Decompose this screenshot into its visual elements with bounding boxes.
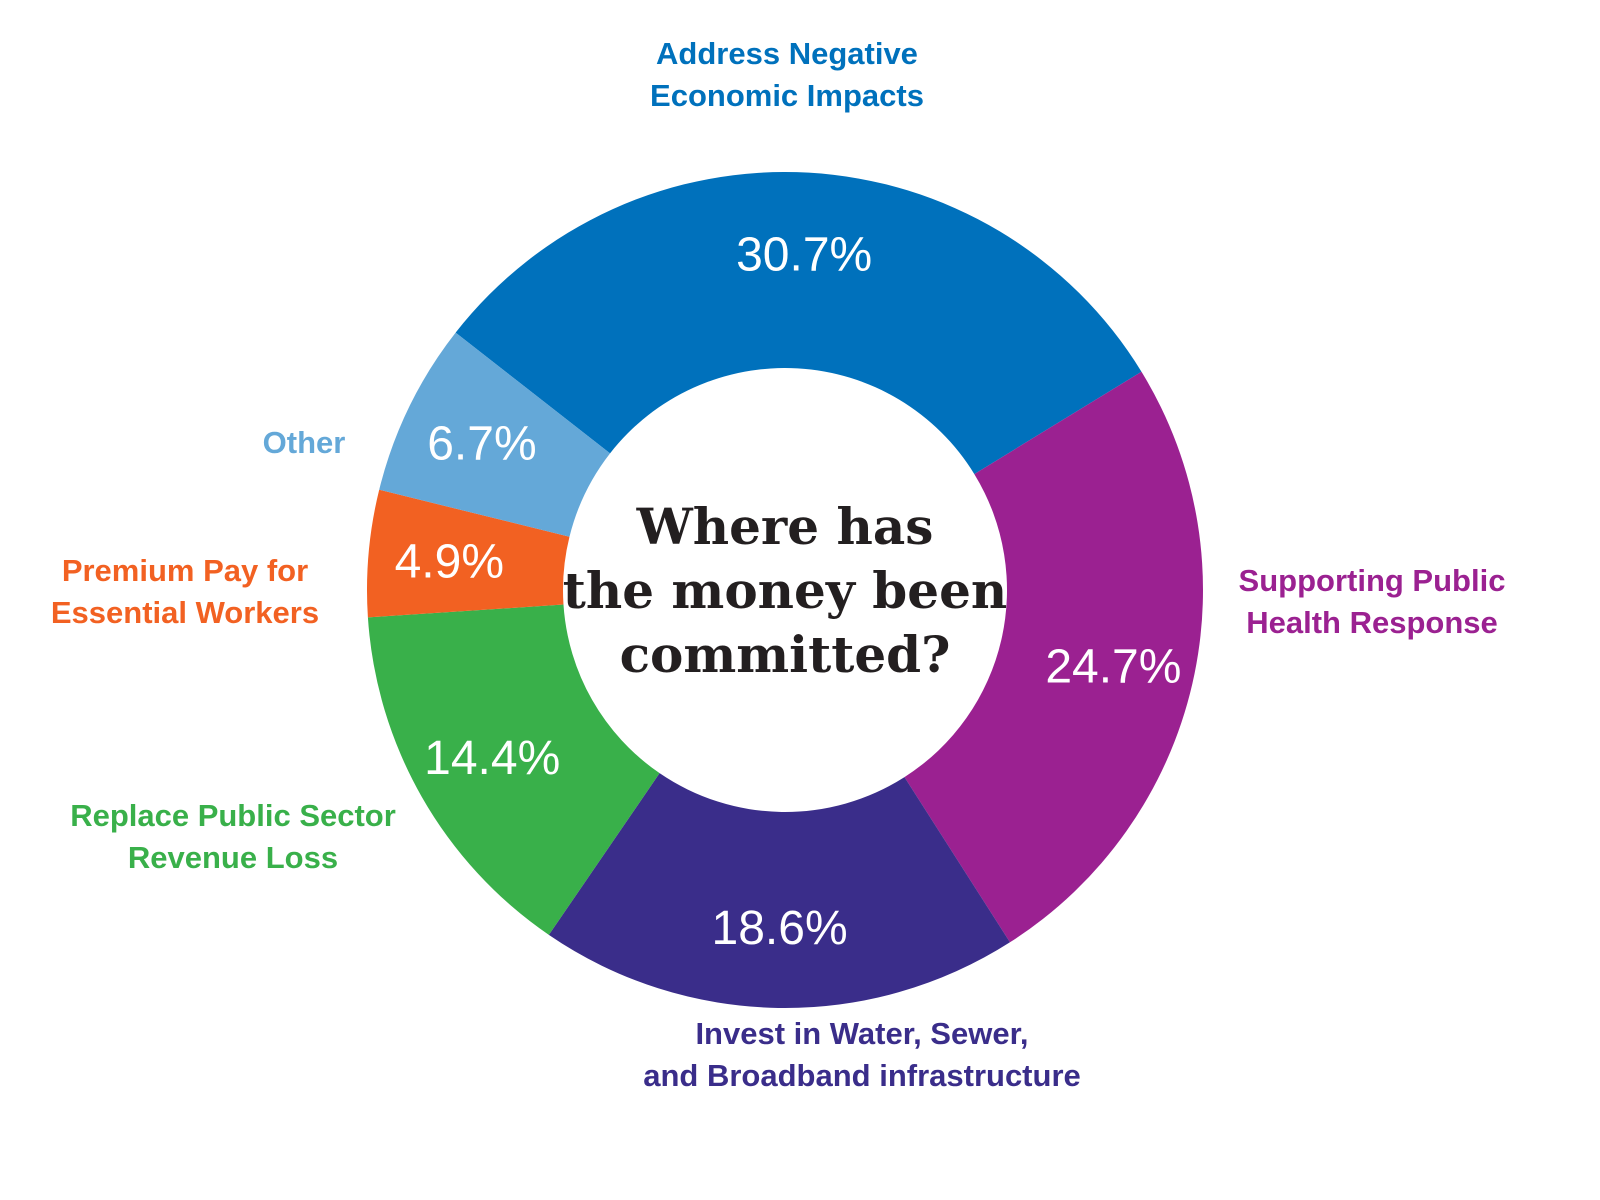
- slice-invest-in-water-sewer-and-broadband-infrastructure: [548, 773, 1010, 1008]
- slice-replace-public-sector-revenue-loss: [367, 604, 660, 935]
- chart-title: Where has the money been committed?: [563, 497, 1007, 684]
- category-labels-group: Address Negative Economic Impacts Supporti…: [51, 36, 1506, 1093]
- category-label-address-negative-economic-impacts: Address Negative Economic Impacts: [650, 36, 924, 113]
- slice-supporting-public-health-response: [904, 371, 1203, 943]
- value-label-supporting-public-health-response: 24.7%: [1045, 641, 1181, 694]
- category-label-replace-public-sector-revenue-loss: Replace Public Sector Revenue Loss: [70, 798, 396, 875]
- value-label-address-negative-economic-impacts: 30.7%: [736, 229, 872, 282]
- slice-other: [379, 332, 611, 537]
- category-label-premium-pay-for-essential-workers: Premium Pay for Essential Workers: [51, 553, 319, 630]
- category-label-other: Other: [263, 425, 346, 460]
- value-label-other: 6.7%: [427, 418, 536, 471]
- value-label-invest-in-water-sewer-and-broadband-infrastructure: 18.6%: [712, 902, 848, 955]
- value-label-replace-public-sector-revenue-loss: 14.4%: [424, 732, 560, 785]
- value-labels-group: 30.7% 24.7% 18.6% 14.4% 4.9% 6.7%: [395, 229, 1182, 955]
- slice-premium-pay-for-essential-workers: [367, 489, 570, 618]
- slice-address-negative-economic-impacts: [455, 171, 1142, 475]
- category-label-invest-in-water-sewer-and-broadband-infrastructure: Invest in Water, Sewer, and Broadband inf…: [643, 1016, 1081, 1093]
- category-label-supporting-public-health-response: Supporting Public Health Response: [1239, 563, 1506, 640]
- value-label-premium-pay-for-essential-workers: 4.9%: [395, 535, 504, 588]
- slices-group: [367, 171, 1203, 1008]
